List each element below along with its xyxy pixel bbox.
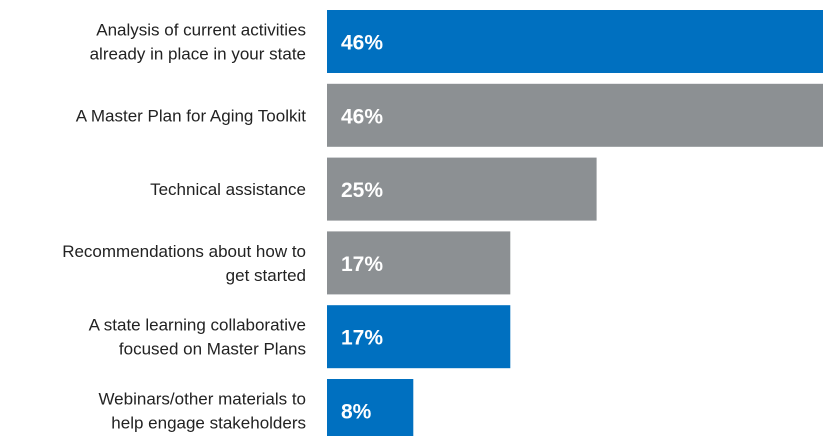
category-label-line: get started (226, 266, 306, 285)
category-label-line: Analysis of current activities (96, 21, 306, 40)
category-label-line: Webinars/other materials to (98, 390, 306, 409)
category-label-4: Recommendations about how to get started (62, 242, 306, 285)
bar-5 (327, 305, 511, 369)
category-label-line: already in place in your state (90, 45, 306, 64)
category-label-line: A Master Plan for Aging Toolkit (76, 106, 307, 125)
category-label-line: help engage stakeholders (111, 414, 306, 433)
bar-value-label-2: 46% (341, 105, 383, 128)
bar-2 (327, 83, 823, 147)
category-label-5: A state learning collaborative focused on… (89, 316, 306, 359)
bar-3 (327, 157, 597, 221)
category-label-line: focused on Master Plans (119, 340, 306, 359)
category-label-3: Technical assistance (150, 180, 306, 199)
category-label-2: A Master Plan for Aging Toolkit (76, 106, 307, 125)
category-label-line: Recommendations about how to (62, 242, 306, 261)
bar-value-label-5: 17% (341, 327, 383, 350)
category-label-line: A state learning collaborative (89, 316, 306, 335)
category-label-6: Webinars/other materials to help engage s… (98, 390, 306, 433)
bar-6 (327, 379, 414, 436)
bar-4 (327, 231, 511, 295)
category-label-line: Technical assistance (150, 180, 306, 199)
bar-value-label-1: 46% (341, 32, 383, 55)
bar-1 (327, 10, 823, 73)
bar-value-label-6: 8% (341, 401, 372, 424)
bar-value-label-4: 17% (341, 253, 383, 276)
bar-value-label-3: 25% (341, 179, 383, 202)
category-label-1: Analysis of current activities already in… (90, 21, 306, 64)
